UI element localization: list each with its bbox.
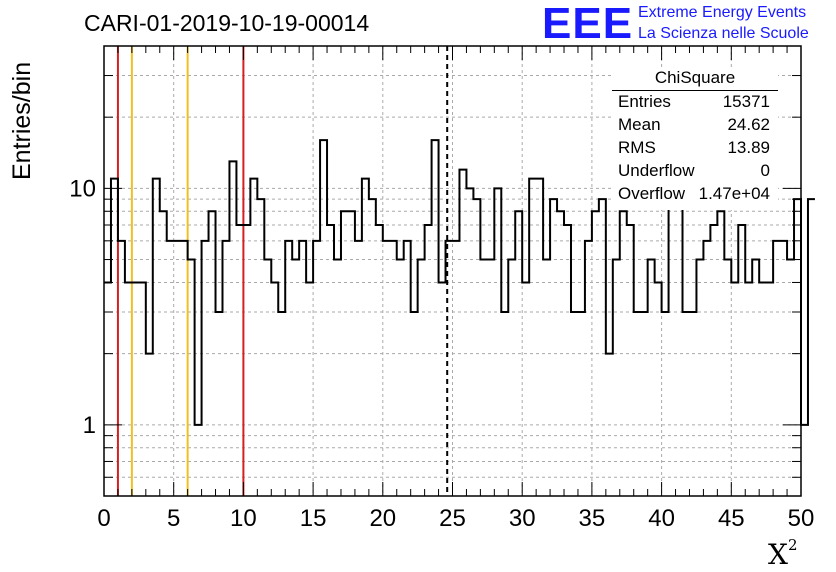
stats-value: 0	[760, 161, 770, 180]
stats-value: 15371	[722, 92, 770, 111]
stats-row-overflow: Overflow 1.47e+04	[618, 184, 770, 206]
y-tick-label: 10	[69, 175, 96, 202]
x-tick-label: 30	[509, 505, 536, 532]
x-tick-label: 25	[439, 505, 466, 532]
x-tick-label: 50	[788, 505, 815, 532]
x-ticks: 0 5 10 15 20 25 30 35 40 45 50	[97, 46, 814, 532]
chart-title: CARI-01-2019-10-19-00014	[84, 10, 370, 36]
y-ticks: 1 10	[69, 45, 801, 497]
x-tick-label: 35	[579, 505, 606, 532]
histogram-series	[104, 139, 815, 426]
x-tick-label: 15	[300, 505, 327, 532]
eee-logo-text: EEE	[542, 0, 634, 48]
stats-key: RMS	[618, 138, 656, 157]
stats-key: Mean	[618, 115, 661, 134]
x-tick-label: 10	[230, 505, 257, 532]
reference-lines	[116, 46, 449, 496]
y-tick-label: 1	[83, 412, 96, 439]
stats-value: 13.89	[727, 138, 770, 157]
stats-key: Entries	[618, 92, 671, 111]
logo-tagline-2: La Scienza nelle Scuole	[638, 25, 809, 42]
stats-key: Underflow	[618, 161, 695, 180]
y-axis-label: Entries/bin	[8, 61, 36, 180]
x-tick-label: 40	[648, 505, 675, 532]
stats-row-underflow: Underflow 0	[618, 161, 770, 183]
x-tick-label: 0	[97, 505, 110, 532]
stats-row-entries: Entries 15371	[618, 92, 770, 114]
x-axis-label-base: X	[768, 538, 788, 571]
stats-title: ChiSquare	[612, 68, 778, 91]
x-axis-label: X2	[768, 535, 798, 571]
stats-box: ChiSquare Entries 15371 Mean 24.62 RMS 13.8…	[612, 68, 778, 210]
stats-value: 24.62	[727, 115, 770, 134]
grid-lines	[104, 46, 801, 496]
logo-tagline-1: Extreme Energy Events	[638, 4, 807, 21]
stats-row-rms: RMS 13.89	[618, 138, 770, 160]
x-tick-label: 5	[167, 505, 180, 532]
x-tick-label: 20	[369, 505, 396, 532]
stats-key: Overflow	[618, 184, 686, 203]
stats-value: 1.47e+04	[698, 184, 770, 203]
x-axis-label-sup: 2	[787, 535, 798, 554]
stats-row-mean: Mean 24.62	[618, 115, 770, 137]
x-tick-label: 45	[718, 505, 745, 532]
